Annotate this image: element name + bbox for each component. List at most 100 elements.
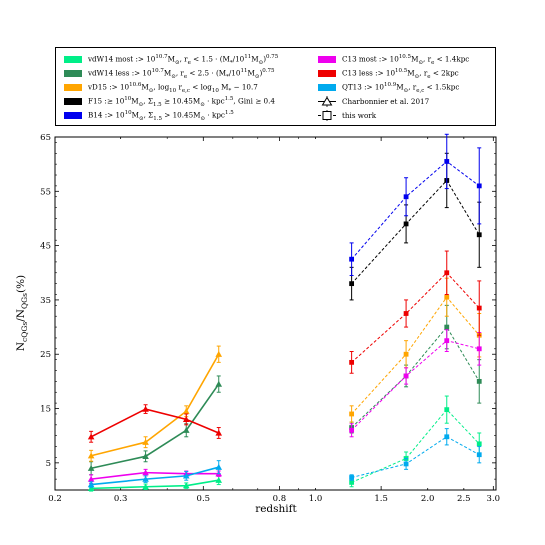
x-tick-label: 1.0 [309,494,323,504]
series-vdw14-less-thiswork [349,304,482,434]
legend-item-qt13: QT13 :> 1010.9M⊙, re,c < 1.5kpc [318,81,459,94]
series-line [351,272,480,363]
x-tick-label: 0.5 [197,494,211,504]
data-point-triangle [87,475,95,482]
legend-swatch [64,84,82,91]
data-point-triangle [87,481,95,488]
legend-item-c13most: C13 most :> 1010.5M⊙, re < 1.4kpc [318,53,469,66]
legend-swatch [318,70,336,77]
legend: vdW14 most :> 1010.7M⊙, re < 1.5 · (M*/1… [55,47,496,126]
series-c13-less-charbonnier [87,404,223,443]
data-point-square [476,452,482,458]
legend-item-thiswork: this work [318,109,376,122]
legend-label: vD15 :> 1010.6M⊙, log10 re,c < log10 M* … [88,81,258,94]
data-point-square [403,373,409,379]
data-point-square [476,305,482,311]
series-c13-most-thiswork [349,329,482,438]
legend-item-c13less: C13 less :> 1010.5M⊙, re < 2kpc [318,67,459,80]
legend-label: C13 most :> 1010.5M⊙, re < 1.4kpc [342,53,470,66]
data-point-triangle [142,483,149,490]
x-tick-label: 0.2 [48,494,62,504]
data-marks [87,133,482,492]
legend-swatch [64,98,82,105]
legend-label: this work [342,111,377,120]
series-b14-thiswork [349,133,482,276]
legend-label: F15 :≥ 1010M⊙, Σ1.5 ≥ 10.45M⊙ · kpc1.5, … [88,95,275,108]
data-point-triangle [87,464,95,471]
data-point-triangle [182,472,190,479]
data-point-square [476,346,482,352]
data-point-triangle [215,476,223,483]
data-point-triangle [142,469,149,476]
y-tick-label: 45 [40,242,51,252]
y-tick-label: 55 [40,187,51,197]
x-tick-label: 3.0 [487,494,501,504]
series-line [91,479,219,490]
data-point-square [444,434,450,440]
legend-label: vdW14 less :> 1010.7M⊙, re < 2.5 · (M*/1… [88,67,275,80]
series-line [351,179,480,284]
data-point-square [444,294,450,300]
data-point-square [403,351,409,357]
data-point-square [349,427,355,433]
y-tick-label: 35 [40,296,51,306]
data-point-square [444,407,450,413]
series-line [91,471,219,480]
series-vd15-thiswork [349,277,482,423]
data-point-square [403,194,409,200]
series-line [90,383,220,470]
data-point-triangle [215,463,223,470]
data-point-square [349,359,355,365]
data-point-triangle [142,453,149,459]
x-axis-label: redshift [255,503,297,515]
data-point-triangle [215,350,223,357]
data-point-triangle [87,433,95,440]
series-line [351,436,480,478]
data-point-square [403,221,409,227]
legend-swatch [64,112,82,119]
data-point-square [476,441,482,447]
x-tick-label: 1.5 [374,494,388,504]
plot-frame [54,136,497,491]
series-vd15-charbonnier [87,345,223,462]
series-line [351,160,480,260]
data-point-triangle [142,405,149,412]
axis-ticks: 5 15 25 35 45 55 65 0.2 0.3 0.5 0.8 1.0 1.5 2.0 2.5 3.0 [40,133,500,504]
data-point-square [476,183,482,189]
x-tick-label: 0.8 [273,494,287,504]
legend-item-f15: F15 :≥ 1010M⊙, Σ1.5 ≥ 10.45M⊙ · kpc1.5, … [64,95,275,108]
y-tick-label: 65 [40,133,51,143]
series-line [91,466,219,486]
legend-swatch [64,56,82,63]
series-vdw14-most-thiswork [349,395,482,488]
legend-marker-triangle [318,96,336,107]
x-tick-label: 2.5 [457,494,471,504]
data-point-triangle [87,452,95,459]
data-point-triangle [182,407,190,414]
series-line [351,340,480,431]
series-line [351,326,480,428]
series-vdw14-less-charbonnier [87,375,223,476]
data-point-square [444,324,450,330]
series-qt13-thiswork [349,428,482,481]
legend-label: vdW14 most :> 1010.7M⊙, re < 1.5 · (M*/1… [88,53,279,66]
legend-item-vd15: vD15 :> 1010.6M⊙, log10 re,c < log10 M* … [64,81,258,94]
data-point-triangle [182,482,190,489]
data-point-triangle [182,416,190,423]
data-point-triangle [215,429,223,436]
data-point-square [403,311,409,316]
x-tick-label: 2.0 [421,494,435,504]
legend-label: QT13 :> 1010.9M⊙, re,c < 1.5kpc [342,81,460,94]
series-line [90,408,220,438]
legend-marker-square [318,110,336,121]
legend-label: B14 :> 1010M⊙, Σ1.5 > 10.45M⊙ · kpc1.5 [88,109,234,122]
data-point-triangle [142,438,149,445]
data-point-triangle [215,380,223,387]
legend-item-charbonnier: Charbonnier et al. 2017 [318,95,429,108]
legend-swatch [318,56,336,63]
data-point-square [349,281,355,287]
data-point-square [349,479,355,485]
y-tick-label: 25 [40,350,51,360]
series-line [90,353,220,457]
